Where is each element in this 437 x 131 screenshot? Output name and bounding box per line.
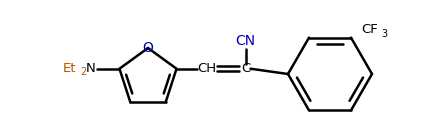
Text: O: O	[142, 41, 153, 55]
Text: CN: CN	[236, 34, 256, 48]
Text: 2: 2	[80, 67, 87, 77]
Text: CH: CH	[197, 62, 216, 75]
Text: C: C	[241, 62, 250, 75]
Text: N: N	[86, 62, 95, 75]
Text: Et: Et	[63, 62, 76, 75]
Text: 3: 3	[381, 29, 387, 39]
Text: CF: CF	[362, 23, 378, 36]
